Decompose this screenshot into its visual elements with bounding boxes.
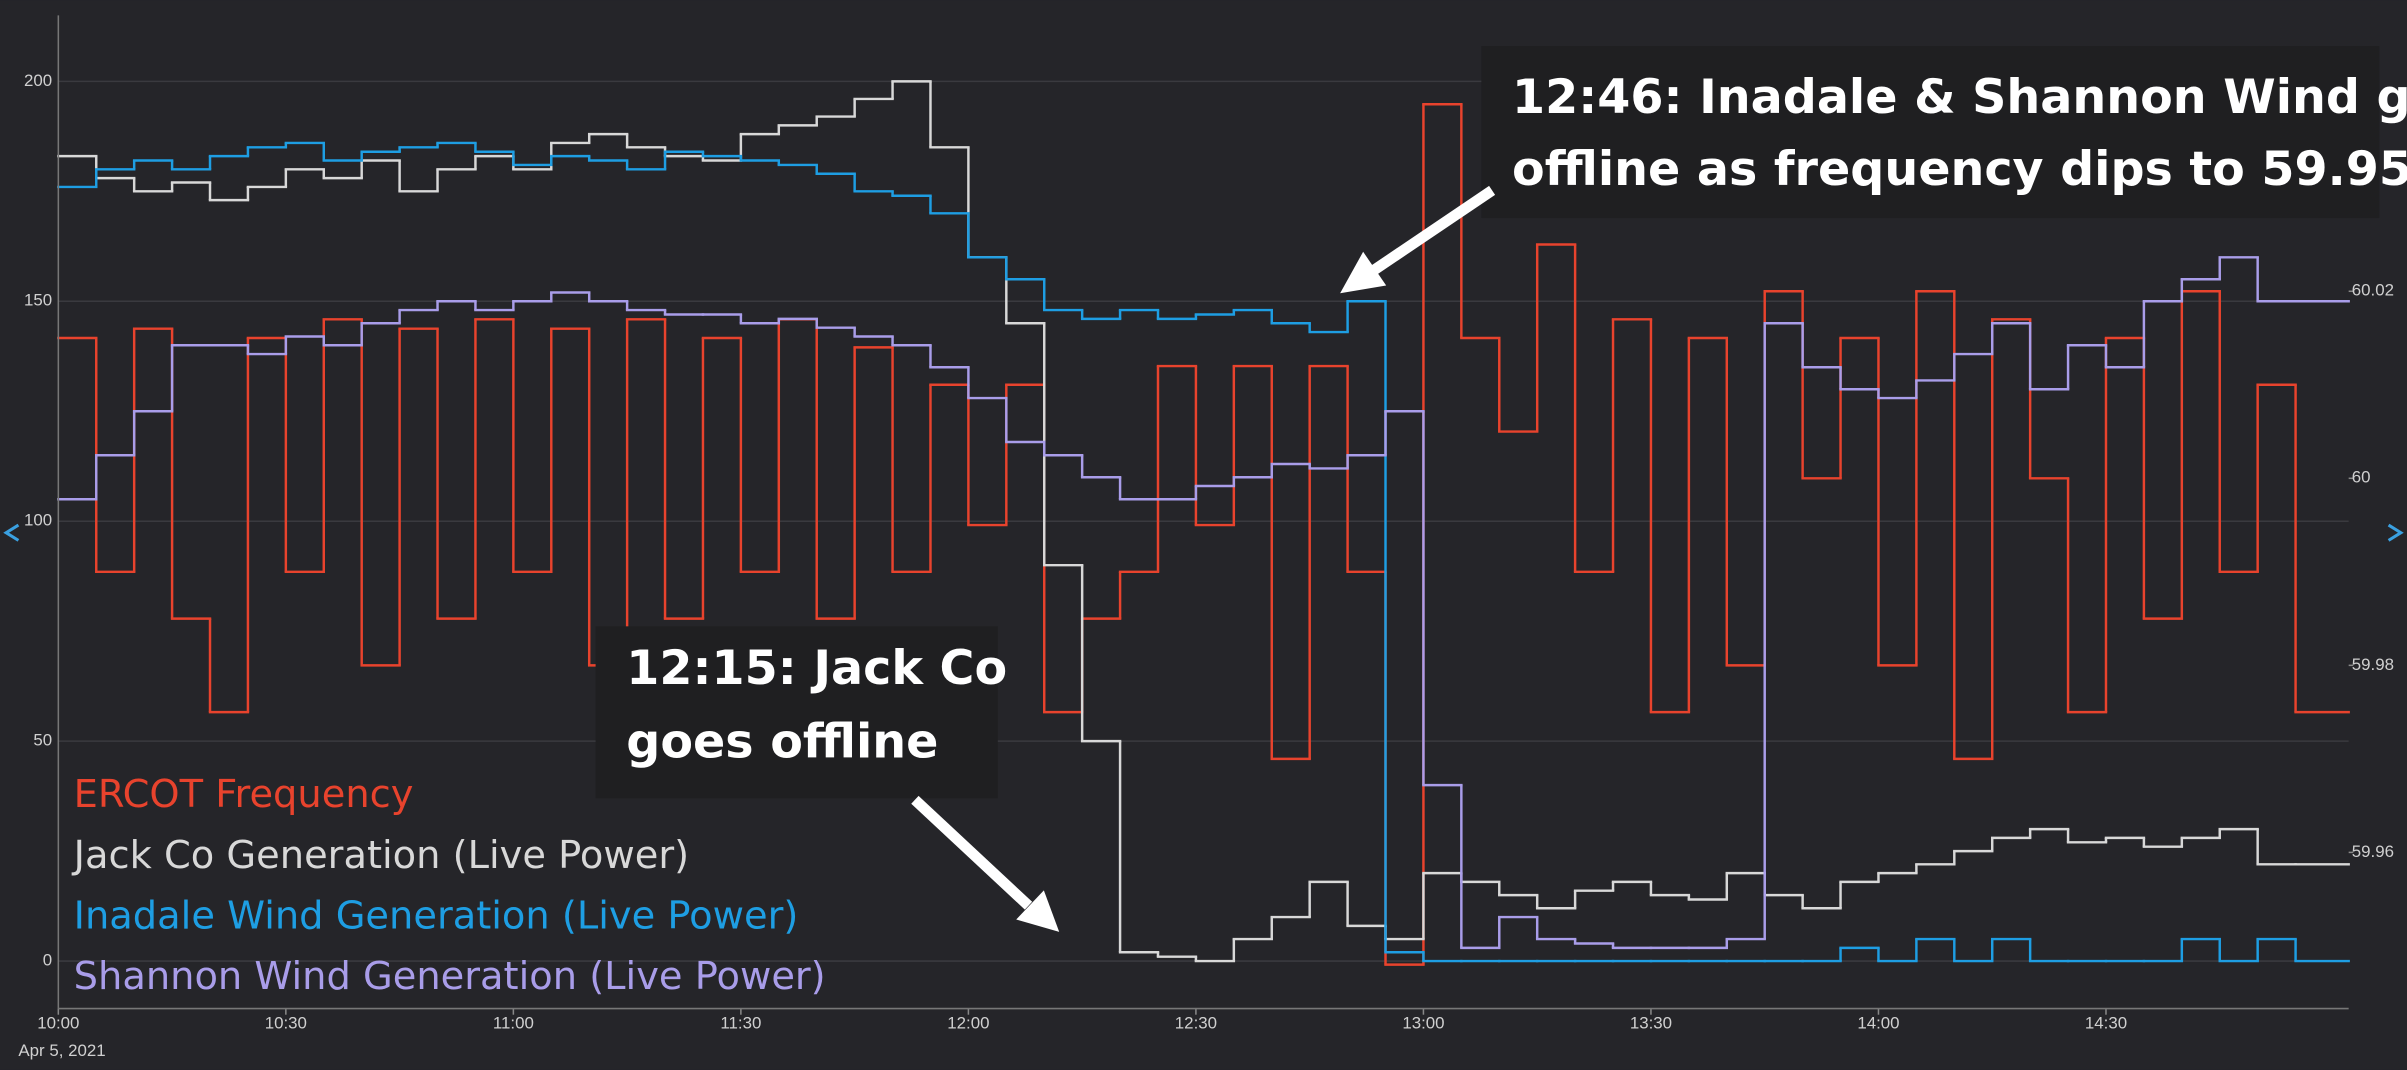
y-tick-label: 50 [33, 731, 52, 750]
date-label: Apr 5, 2021 [18, 1041, 105, 1060]
x-tick-label: 13:30 [1630, 1013, 1672, 1032]
x-tick-label: 12:00 [947, 1013, 989, 1032]
x-tick-label: 11:00 [493, 1013, 534, 1032]
x-tick-label: 10:00 [37, 1013, 79, 1032]
y2-tick-label: 60 [2352, 468, 2371, 487]
y2-tick-label: 59.96 [2352, 842, 2394, 861]
scroll-left-icon[interactable] [3, 523, 20, 542]
legend: ERCOT Frequency Jack Co Generation (Live … [72, 772, 826, 999]
series-line [57, 80, 2350, 963]
series-line [57, 141, 2350, 963]
y2-tick-label: 59.98 [2352, 655, 2394, 674]
scroll-right-icon[interactable] [2387, 523, 2404, 542]
y-tick-label: 0 [43, 951, 52, 970]
y-tick-label: 150 [24, 291, 52, 310]
annotation-text: offline as frequency dips to 59.95 Hz [1512, 142, 2407, 197]
series-line [57, 256, 2350, 950]
annotation-arrowhead [1340, 251, 1387, 294]
x-tick-label: 10:30 [265, 1013, 307, 1032]
x-tick-label: 14:00 [1857, 1013, 1899, 1032]
legend-entry: Shannon Wind Generation (Live Power) [74, 954, 826, 999]
step-riser [95, 81, 2259, 962]
annotations: 12:46: Inadale & Shannon Wind go offline… [595, 46, 2407, 932]
x-tick-label: 14:30 [2085, 1013, 2127, 1032]
annotation-box [1481, 46, 2380, 219]
legend-entry: Jack Co Generation (Live Power) [72, 833, 689, 878]
annotation-arrow [1370, 185, 1496, 275]
axes: 0 50 100 150 200 59.96 59.98 60 60.02 10:00 10:30 1… [24, 15, 2394, 1032]
legend-entry: ERCOT Frequency [74, 772, 414, 817]
y-tick-label: 100 [24, 511, 52, 530]
annotation-text: 12:46: Inadale & Shannon Wind go [1512, 70, 2407, 125]
y2-tick-label: 60.02 [2352, 281, 2394, 300]
step-riser [95, 257, 2259, 948]
annotation-box [595, 626, 998, 799]
annotation-text: goes offline [626, 715, 938, 770]
annotation-arrowhead [1016, 890, 1060, 932]
annotation-text: 12:15: Jack Co [626, 641, 1007, 696]
legend-entry: Inadale Wind Generation (Live Power) [74, 894, 799, 939]
x-tick-label: 11:30 [720, 1013, 761, 1032]
y-tick-label: 200 [24, 71, 52, 90]
step-riser [95, 142, 2297, 962]
annotation-arrow [911, 795, 1033, 910]
x-tick-label: 12:30 [1175, 1013, 1217, 1032]
x-tick-label: 13:00 [1402, 1013, 1444, 1032]
